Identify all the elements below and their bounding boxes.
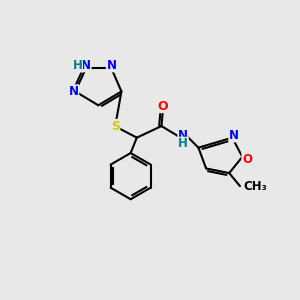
Text: CH₃: CH₃	[243, 180, 267, 193]
Text: S: S	[111, 120, 120, 133]
Text: N: N	[81, 59, 91, 72]
Text: H: H	[178, 137, 188, 150]
Text: N: N	[69, 85, 79, 98]
Text: N: N	[178, 129, 188, 142]
Text: N: N	[106, 59, 116, 72]
Text: O: O	[242, 153, 252, 166]
Text: H: H	[73, 59, 82, 72]
Text: N: N	[229, 129, 239, 142]
Text: O: O	[158, 100, 168, 112]
